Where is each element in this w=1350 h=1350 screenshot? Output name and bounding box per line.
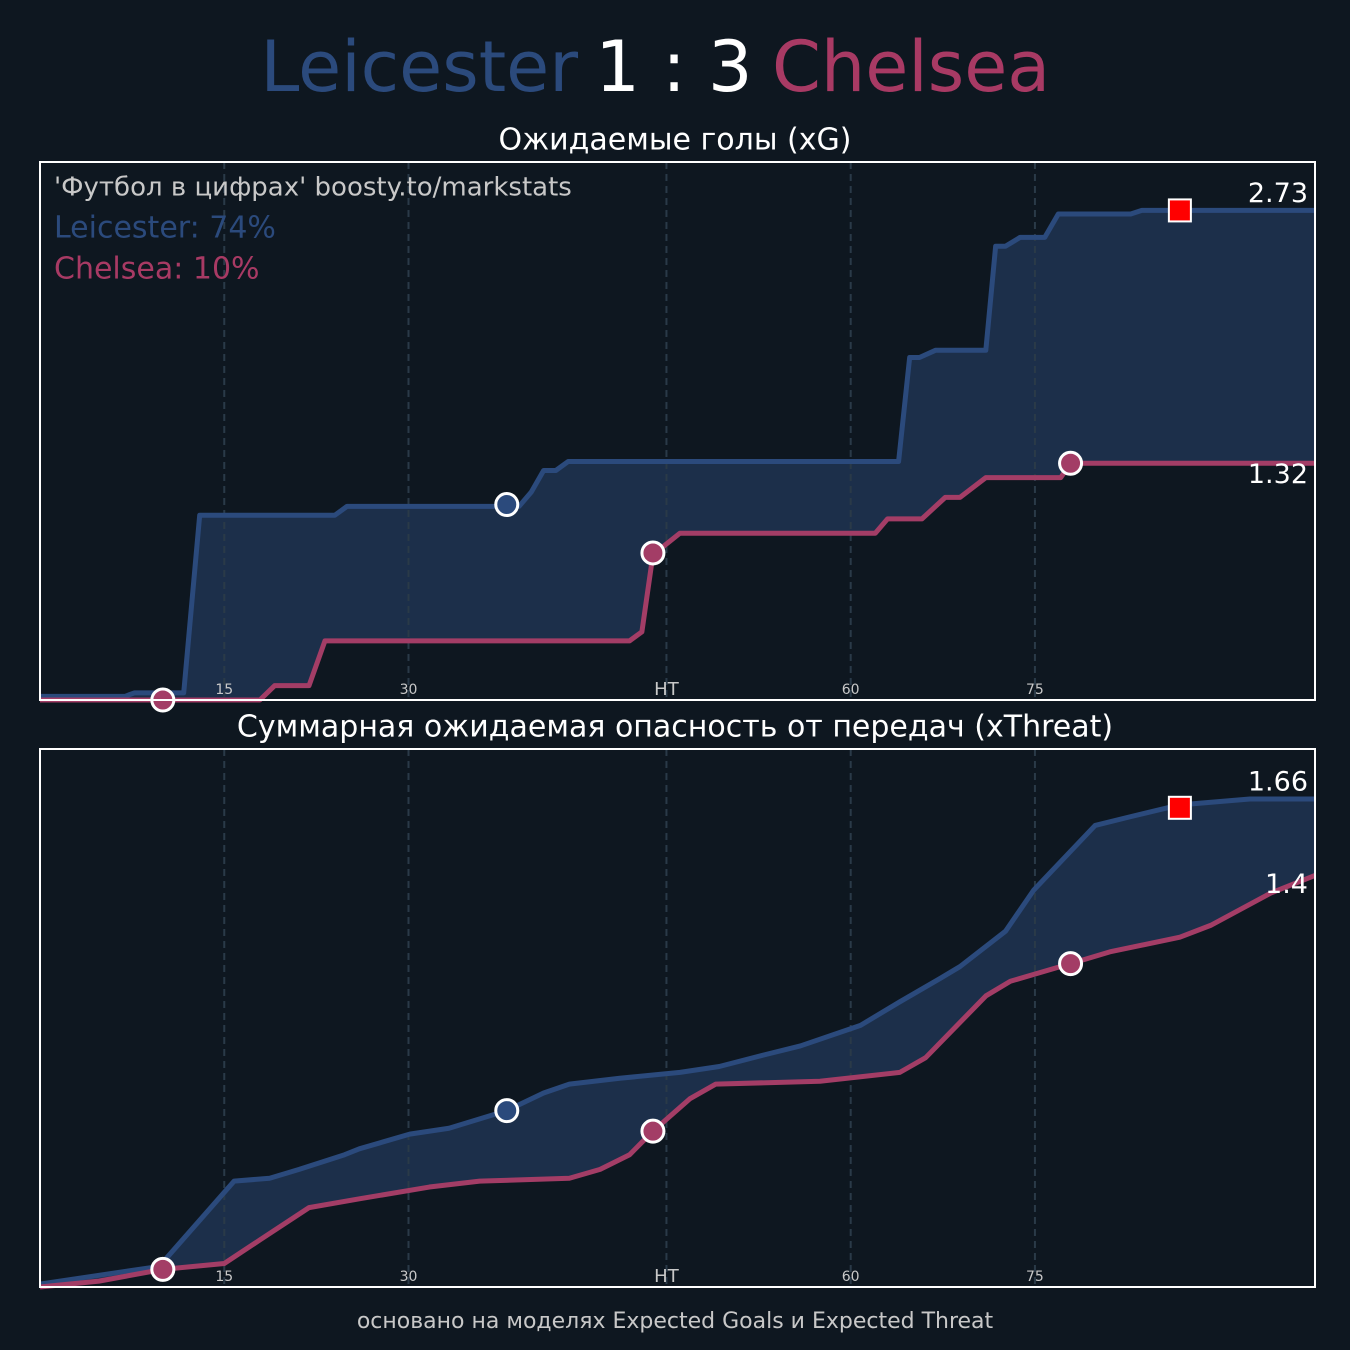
- home-team: Leicester: [260, 26, 578, 108]
- event-marker: [1058, 951, 1084, 977]
- x-tick-label: 60: [842, 682, 860, 698]
- panel-frame: [39, 748, 1316, 1288]
- x-tick-label: 75: [1026, 682, 1044, 698]
- x-tick-label: 15: [215, 1269, 233, 1285]
- annotation: Leicester: 74%: [54, 211, 276, 246]
- area-between: [40, 798, 1315, 1287]
- x-tick-label: 60: [842, 1269, 860, 1285]
- end-value-label: 1.4: [1265, 869, 1308, 900]
- panel-frame: [39, 161, 1316, 701]
- x-tick-label: 30: [400, 682, 418, 698]
- annotation: 'Футбол в цифрах' boosty.to/markstats: [54, 173, 572, 203]
- annotation: Chelsea: 10%: [54, 252, 260, 287]
- series-line: [39, 873, 1316, 1290]
- x-tick-label: HT: [654, 679, 680, 700]
- event-marker: [494, 492, 520, 518]
- event-marker: [1167, 795, 1192, 820]
- event-marker: [150, 1256, 176, 1282]
- away-team: Chelsea: [772, 26, 1050, 108]
- end-value-label: 1.32: [1248, 459, 1308, 490]
- series-line: [40, 207, 1315, 699]
- x-tick-label: HT: [654, 1266, 680, 1287]
- chart-title: Суммарная ожидаемая опасность от передач…: [237, 710, 1113, 745]
- series-line: [39, 796, 1315, 1287]
- event-marker: [640, 540, 666, 566]
- event-marker: [640, 1118, 666, 1144]
- event-marker: [1058, 450, 1084, 476]
- event-marker: [1167, 198, 1192, 223]
- chart-title: Ожидаемые голы (xG): [499, 123, 852, 158]
- event-marker: [494, 1098, 520, 1124]
- end-value-label: 2.73: [1248, 178, 1308, 209]
- x-tick-label: 75: [1026, 1269, 1044, 1285]
- area-between: [40, 210, 1315, 701]
- end-value-label: 1.66: [1248, 766, 1308, 797]
- x-tick-label: 30: [400, 1269, 418, 1285]
- footer: основано на моделях Expected Goals и Exp…: [357, 1309, 994, 1334]
- x-tick-label: 15: [215, 682, 233, 698]
- series-line: [40, 460, 1315, 703]
- score: 1 : 3: [595, 26, 752, 108]
